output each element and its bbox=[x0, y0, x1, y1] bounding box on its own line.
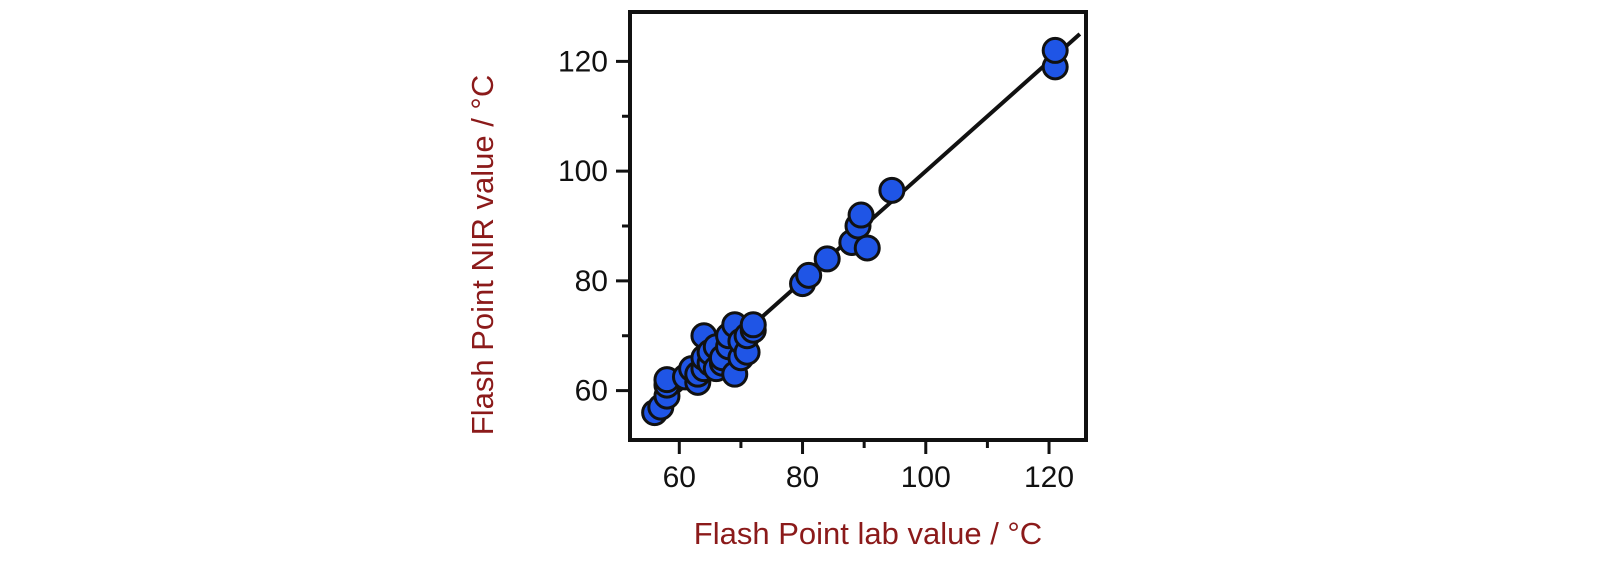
y-tick-label: 80 bbox=[575, 265, 608, 298]
y-tick-label: 100 bbox=[558, 155, 608, 188]
y-tick-label: 120 bbox=[558, 45, 608, 78]
data-point bbox=[795, 261, 823, 289]
y-tick-label: 60 bbox=[575, 375, 608, 408]
y-axis-title: Flash Point NIR value / °C bbox=[465, 75, 500, 435]
x-tick-label: 120 bbox=[1024, 461, 1074, 494]
data-point bbox=[853, 234, 881, 262]
data-point bbox=[878, 176, 906, 204]
data-point bbox=[739, 311, 767, 339]
x-tick-label: 60 bbox=[663, 461, 696, 494]
data-point bbox=[847, 201, 875, 229]
data-point bbox=[813, 245, 841, 273]
x-tick-label: 100 bbox=[901, 461, 951, 494]
x-tick-label: 80 bbox=[786, 461, 819, 494]
data-point bbox=[1041, 36, 1069, 64]
x-axis-ticks: 60 80 100 120 bbox=[663, 440, 1074, 494]
x-axis-title: Flash Point lab value / °C bbox=[694, 516, 1042, 551]
y-axis-ticks: 60 80 100 120 bbox=[558, 45, 630, 408]
plot-content bbox=[641, 32, 1082, 427]
